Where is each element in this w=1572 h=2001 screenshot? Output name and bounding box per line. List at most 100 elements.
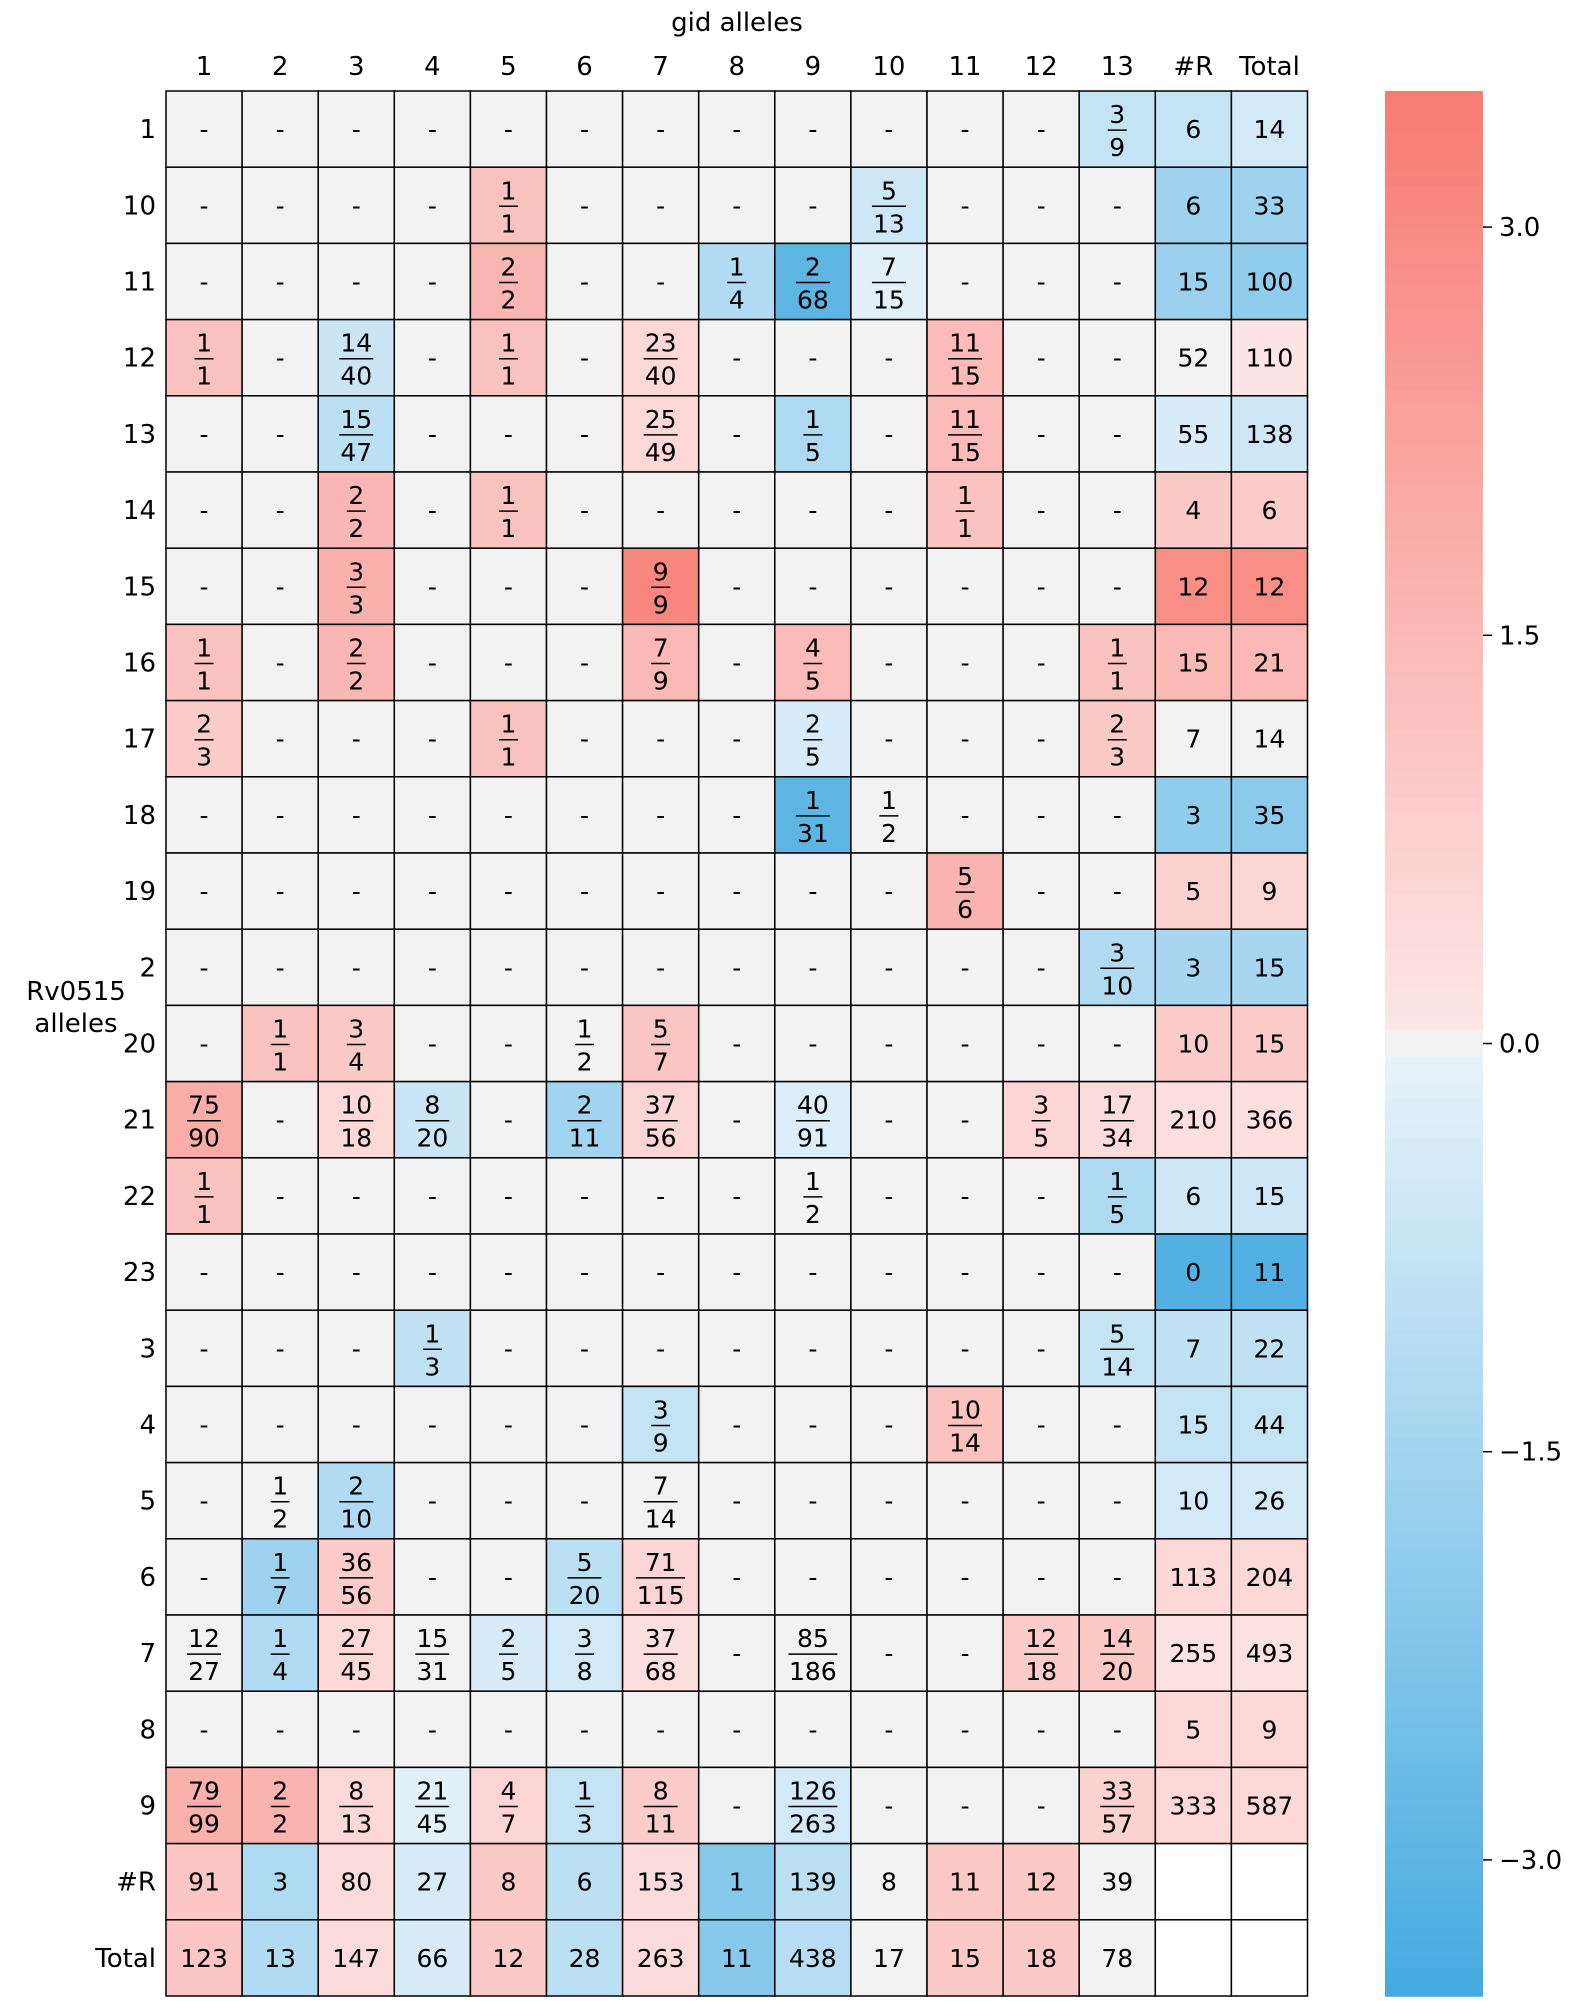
colorbar-segment [1385,866,1483,882]
cell-value: 3 [1185,953,1201,982]
cell-value: 204 [1246,1563,1294,1592]
colorbar-segment [1385,472,1483,487]
cell-value: - [580,1487,589,1516]
cell-denominator: 4 [729,286,745,315]
heatmap-cell [926,1919,1004,1997]
cell-value: 263 [637,1944,685,1973]
heatmap-cell [621,928,700,1007]
cell-value: - [732,1182,741,1211]
heatmap-cell [1230,1919,1309,1997]
cell-value: - [580,268,589,297]
heatmap-cell [697,928,776,1007]
heatmap-cell [850,776,928,854]
cell-value: - [884,1030,893,1059]
heatmap-cell [1002,242,1080,321]
colorbar-segment [1385,1288,1483,1303]
cell-value: 123 [180,1944,228,1973]
cell-value: - [808,1715,817,1744]
heatmap-cell [1154,1919,1233,1997]
heatmap-cell [317,318,396,397]
cell-value: - [1037,420,1046,449]
cell-value: - [428,953,437,982]
colorbar-segment [1385,1465,1483,1480]
heatmap-cell [850,318,928,397]
column-header: 8 [728,52,745,82]
colorbar-segment [1385,1329,1483,1344]
cell-numerator: 71 [645,1548,677,1577]
cell-denominator: 5 [1109,1200,1125,1229]
heatmap-cell [241,699,319,778]
heatmap-cell [469,1919,548,1997]
cell-value: - [961,1030,970,1059]
cell-value: - [732,1334,741,1363]
cell-value: - [961,1563,970,1592]
heatmap-cell [621,1842,700,1921]
cell-value: - [276,1715,285,1744]
heatmap-cell [545,395,624,473]
colorbar-segment [1385,1206,1483,1222]
row-label: 23 [123,1258,156,1288]
y-axis-label-line-2: alleles [34,1009,117,1039]
cell-value: 11 [949,1868,981,1897]
heatmap-cell [165,1766,243,1845]
cell-value: - [656,1715,665,1744]
heatmap-cell [545,1309,624,1388]
cell-denominator: 45 [340,1657,372,1686]
heatmap-cell [545,1385,624,1464]
heatmap-cell [165,547,243,626]
heatmap-cell [241,1157,319,1235]
cell-value: 21 [1254,649,1286,678]
colorbar-segment [1385,1642,1483,1657]
colorbar-segment [1385,1302,1483,1317]
heatmap-cell [1002,1080,1080,1159]
cell-value: - [732,1715,741,1744]
cell-value: 12 [1025,1868,1057,1897]
cell-denominator: 56 [340,1581,372,1610]
cell-value: - [884,1182,893,1211]
colorbar-segment [1385,893,1483,909]
heatmap-cell [545,1233,624,1311]
row-label: 11 [123,268,156,298]
heatmap-cell [926,1614,1004,1692]
cell-numerator: 1 [729,253,745,282]
cell-denominator: 1 [500,743,516,772]
colorbar-segment [1385,1601,1483,1616]
colorbar-segment [1385,1696,1483,1712]
cell-value: - [808,344,817,373]
cell-value: - [1037,1030,1046,1059]
heatmap-cell [621,1538,700,1616]
cell-value: 17 [873,1944,905,1973]
column-header: #R [1173,52,1213,82]
colorbar-segment [1385,1397,1483,1412]
cell-value: - [504,420,513,449]
cell-denominator: 3 [196,743,212,772]
cell-value: - [961,801,970,830]
cell-value: 333 [1169,1792,1217,1821]
colorbar-segment [1385,1057,1483,1072]
colorbar-segment [1385,744,1483,759]
colorbar-segment [1385,1370,1483,1385]
colorbar-tick-label: −1.5 [1499,1438,1562,1468]
colorbar-segment [1385,1519,1483,1535]
cell-value: - [276,649,285,678]
cell-value: - [504,649,513,678]
cell-value: - [1037,801,1046,830]
cell-value: - [504,1258,513,1287]
colorbar-segment [1385,1587,1483,1603]
cell-denominator: 7 [500,1810,516,1839]
heatmap-cell [1078,318,1157,397]
heatmap-cell [1078,1614,1157,1692]
cell-value: - [656,953,665,982]
heatmap-cell [165,242,243,321]
cell-denominator: 9 [653,590,669,619]
cell-value: - [884,1715,893,1744]
heatmap-cell [545,166,624,245]
cell-value: - [580,115,589,144]
heatmap-cell [1002,776,1080,854]
cell-value: - [580,877,589,906]
cell-value: - [656,1334,665,1363]
cell-numerator: 1 [1109,1167,1125,1196]
cell-value: - [884,725,893,754]
cell-numerator: 2 [1109,710,1125,739]
